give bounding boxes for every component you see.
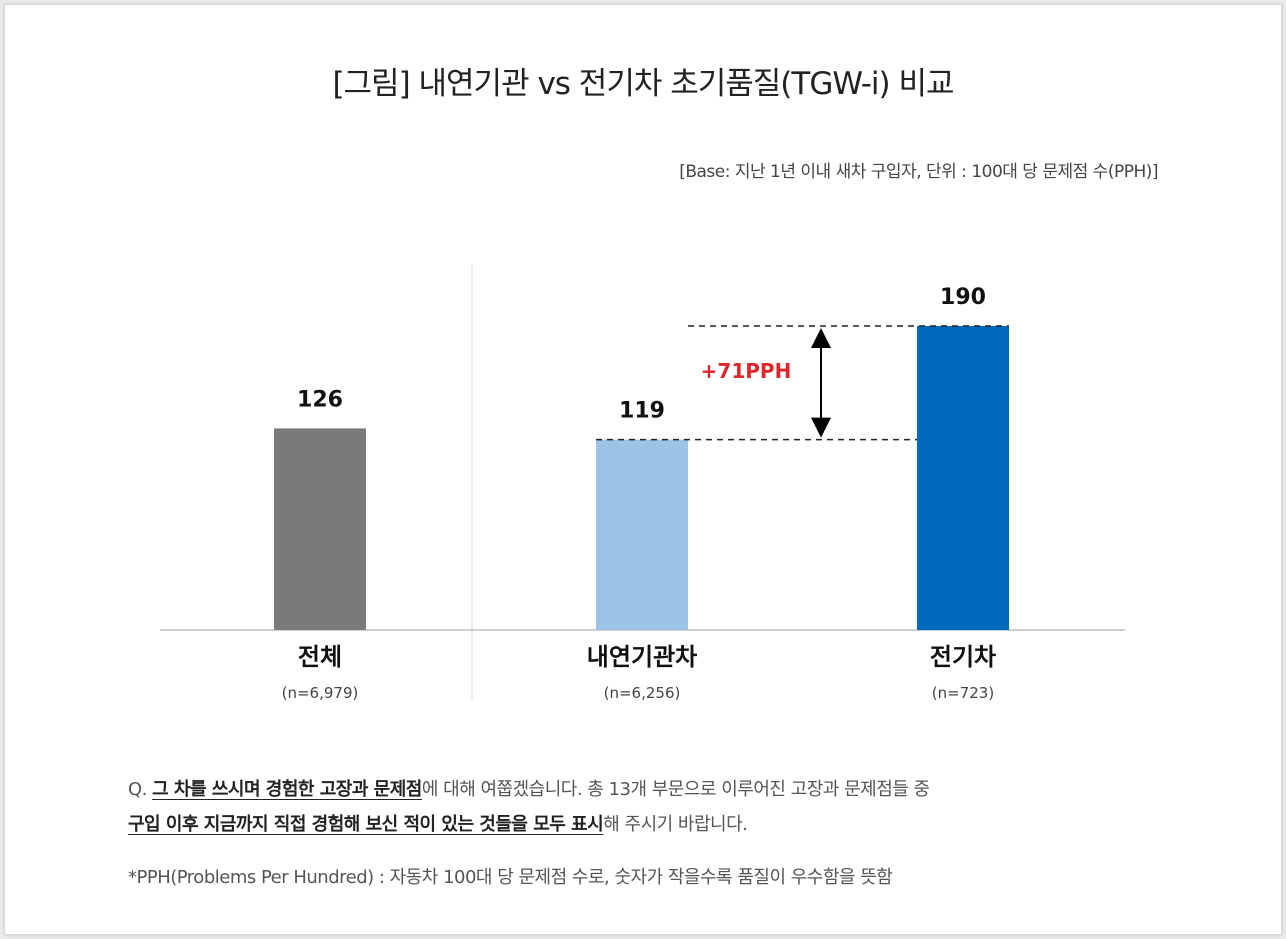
- chart-title: [그림] 내연기관 vs 전기차 초기품질(TGW-i) 비교: [332, 66, 954, 102]
- category-label-ev: 전기차: [930, 643, 996, 671]
- category-label-total: 전체: [298, 643, 342, 671]
- difference-label: +71PPH: [701, 359, 792, 383]
- question-prefix: Q.: [128, 779, 153, 800]
- question-suffix: 해 주시기 바랍니다.: [603, 814, 748, 835]
- base-note: [Base: 지난 1년 이내 새차 구입자, 단위 : 100대 당 문제점 …: [679, 162, 1158, 182]
- bar-electric-vehicle: [917, 326, 1009, 630]
- category-label-ice: 내연기관차: [587, 643, 697, 671]
- question-middle: 에 대해 여쭙겠습니다. 총 13개 부문으로 이루어진 고장과 문제점들 중: [421, 779, 930, 800]
- survey-question: Q. 그 차를 쓰시며 경험한 고장과 문제점에 대해 여쭙겠습니다. 총 13…: [128, 772, 1188, 842]
- question-highlight-1: 그 차를 쓰시며 경험한 고장과 문제점: [152, 779, 422, 800]
- bar-chart: 126 119 190 +71PPH 전체 내연기관차 전기차 (n=6,979…: [160, 265, 1125, 702]
- sample-size-ev: (n=723): [932, 684, 994, 702]
- sample-size-ice: (n=6,256): [604, 684, 681, 702]
- bar-total: [274, 428, 366, 630]
- value-label-ice: 119: [619, 399, 665, 424]
- pph-footnote: *PPH(Problems Per Hundred) : 자동차 100대 당 …: [128, 867, 893, 888]
- sample-size-total: (n=6,979): [282, 684, 359, 702]
- value-label-ev: 190: [940, 285, 986, 310]
- bar-ice-vehicle: [596, 439, 688, 630]
- value-label-total: 126: [297, 387, 343, 412]
- question-highlight-2: 구입 이후 지금까지 직접 경험해 보신 적이 있는 것들을 모두 표시: [128, 814, 604, 835]
